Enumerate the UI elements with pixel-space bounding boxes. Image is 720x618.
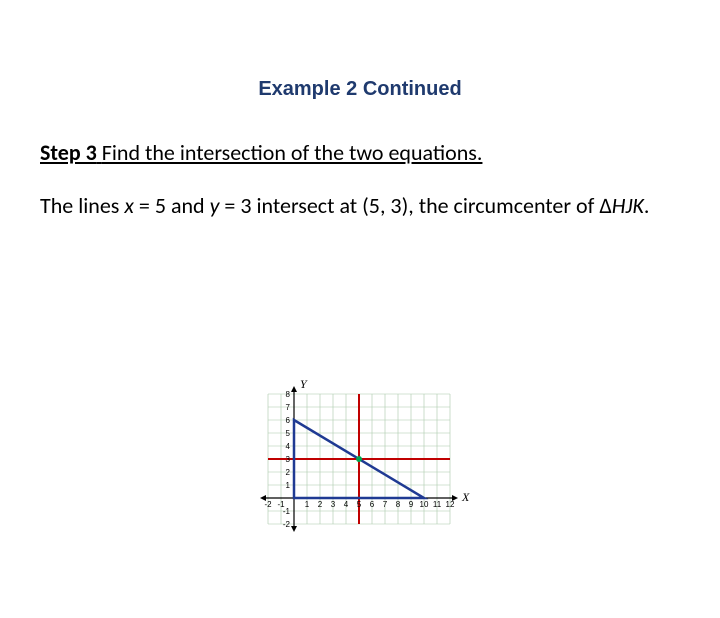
svg-text:-1: -1 [283, 507, 291, 516]
body-mid: and [166, 192, 210, 219]
after-pt: ), the circumcenter of [402, 192, 600, 219]
tri-name: HJK [612, 192, 644, 219]
svg-text:1: 1 [286, 481, 291, 490]
svg-text:3: 3 [331, 500, 336, 509]
svg-text:1: 1 [305, 500, 310, 509]
svg-text:2: 2 [286, 468, 291, 477]
svg-text:-2: -2 [283, 520, 291, 529]
step-text-content: Find the intersection of the two equatio… [102, 139, 483, 166]
eq1-var: x [124, 192, 134, 219]
eq2-rest: = 3 [219, 192, 251, 219]
pt-y: 3 [390, 192, 401, 219]
svg-text:11: 11 [433, 500, 442, 509]
svg-text:4: 4 [286, 442, 291, 451]
eq1-rest: = 5 [134, 192, 166, 219]
svg-text:5: 5 [286, 429, 291, 438]
period: . [644, 192, 650, 219]
after-eq: intersect at ( [252, 192, 369, 219]
svg-text:-2: -2 [264, 500, 272, 509]
svg-text:3: 3 [286, 455, 291, 464]
svg-text:9: 9 [409, 500, 414, 509]
pt-sep: , [380, 192, 390, 219]
svg-text:6: 6 [286, 416, 291, 425]
chart-svg: -2-1123456789101112-2-112345678XY [258, 376, 478, 556]
step-heading: Step 3 Find the intersection of the two … [40, 139, 680, 166]
svg-text:X: X [461, 490, 470, 504]
svg-text:7: 7 [286, 403, 291, 412]
svg-text:8: 8 [396, 500, 401, 509]
svg-text:7: 7 [383, 500, 388, 509]
example-title: Example 2 Continued [0, 78, 720, 101]
body-paragraph: The lines x = 5 and y = 3 intersect at (… [40, 192, 680, 220]
svg-text:12: 12 [446, 500, 455, 509]
svg-text:2: 2 [318, 500, 323, 509]
eq2-var: y [210, 192, 220, 219]
svg-text:10: 10 [420, 500, 429, 509]
svg-text:6: 6 [370, 500, 375, 509]
svg-text:5: 5 [357, 500, 362, 509]
tri-symbol: ∆ [599, 192, 611, 219]
pt-x: 5 [369, 192, 380, 219]
body-prefix: The lines [40, 192, 124, 219]
coordinate-chart: -2-1123456789101112-2-112345678XY [258, 376, 478, 556]
svg-text:8: 8 [286, 390, 291, 399]
svg-text:4: 4 [344, 500, 349, 509]
step-label: Step 3 [40, 139, 97, 166]
